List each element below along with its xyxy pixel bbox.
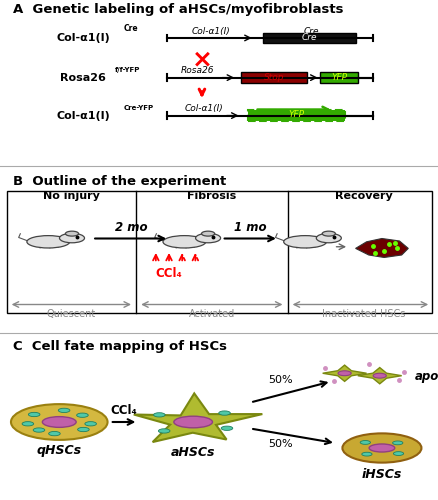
Text: Col-α1(I): Col-α1(I) — [57, 33, 110, 43]
Circle shape — [342, 434, 420, 462]
Circle shape — [337, 371, 350, 376]
Circle shape — [153, 412, 165, 417]
Text: Cre: Cre — [124, 24, 138, 33]
Circle shape — [372, 373, 385, 378]
Text: C  Cell fate mapping of HSCs: C Cell fate mapping of HSCs — [13, 340, 226, 353]
Circle shape — [195, 234, 220, 243]
Circle shape — [33, 428, 45, 432]
Circle shape — [321, 231, 335, 236]
Bar — [247, 110, 344, 120]
Text: f/f-YFP: f/f-YFP — [115, 67, 140, 73]
Circle shape — [359, 440, 370, 444]
Text: iHSCs: iHSCs — [361, 468, 401, 480]
Ellipse shape — [368, 444, 394, 452]
Text: ×: × — [191, 48, 212, 72]
Text: YFP: YFP — [288, 110, 304, 118]
Bar — [320, 72, 357, 83]
Text: Quiescent: Quiescent — [47, 310, 96, 320]
Text: Col-α1(I): Col-α1(I) — [184, 104, 223, 114]
Polygon shape — [134, 394, 262, 442]
Text: qHSCs: qHSCs — [37, 444, 81, 458]
Text: 2 mo: 2 mo — [114, 222, 147, 234]
Text: Rosa26: Rosa26 — [180, 66, 214, 76]
Circle shape — [11, 404, 107, 440]
Circle shape — [58, 408, 70, 412]
Circle shape — [392, 452, 403, 456]
Circle shape — [315, 234, 341, 243]
Text: Cre: Cre — [303, 26, 319, 36]
Circle shape — [77, 413, 88, 418]
Text: Cre: Cre — [301, 34, 317, 42]
Bar — [7, 190, 431, 313]
Circle shape — [78, 428, 89, 432]
Polygon shape — [355, 238, 407, 258]
Circle shape — [65, 231, 78, 236]
Bar — [263, 33, 355, 43]
Text: aHSCs: aHSCs — [170, 446, 215, 459]
Circle shape — [85, 422, 96, 426]
Ellipse shape — [42, 416, 76, 428]
Polygon shape — [357, 368, 401, 384]
Text: YFP: YFP — [331, 73, 346, 82]
Text: CCl₄: CCl₄ — [155, 268, 182, 280]
Ellipse shape — [27, 236, 70, 248]
Ellipse shape — [173, 416, 212, 428]
Bar — [241, 72, 307, 83]
Text: B  Outline of the experiment: B Outline of the experiment — [13, 175, 226, 188]
Text: 50%: 50% — [268, 376, 293, 386]
Polygon shape — [322, 365, 366, 382]
Circle shape — [392, 441, 402, 445]
Text: Stop: Stop — [264, 73, 284, 82]
Text: Cre-YFP: Cre-YFP — [124, 104, 154, 110]
Text: Fibrosis: Fibrosis — [187, 192, 236, 202]
Circle shape — [28, 412, 40, 416]
Circle shape — [22, 422, 34, 426]
Text: No injury: No injury — [43, 192, 100, 202]
Circle shape — [218, 411, 230, 415]
Circle shape — [201, 231, 214, 236]
Ellipse shape — [283, 236, 326, 248]
Circle shape — [60, 234, 85, 243]
Circle shape — [361, 452, 371, 456]
Circle shape — [49, 432, 60, 436]
Text: Recovery: Recovery — [334, 192, 392, 202]
Circle shape — [158, 429, 170, 433]
Text: Col-α1(I): Col-α1(I) — [191, 26, 230, 36]
Text: Col-α1(I): Col-α1(I) — [57, 110, 110, 120]
Text: apoptosis: apoptosis — [414, 370, 438, 383]
Ellipse shape — [162, 236, 205, 248]
Text: Inactivated HSCs: Inactivated HSCs — [321, 310, 404, 320]
Text: 1 mo: 1 mo — [233, 222, 266, 234]
Text: 50%: 50% — [268, 439, 293, 449]
Text: Rosa26: Rosa26 — [60, 72, 106, 83]
Text: A  Genetic labeling of aHSCs/myofibroblasts: A Genetic labeling of aHSCs/myofibroblas… — [13, 2, 343, 16]
Circle shape — [221, 426, 232, 430]
Text: CCl₄: CCl₄ — [110, 404, 137, 417]
Text: Activated: Activated — [188, 310, 235, 320]
